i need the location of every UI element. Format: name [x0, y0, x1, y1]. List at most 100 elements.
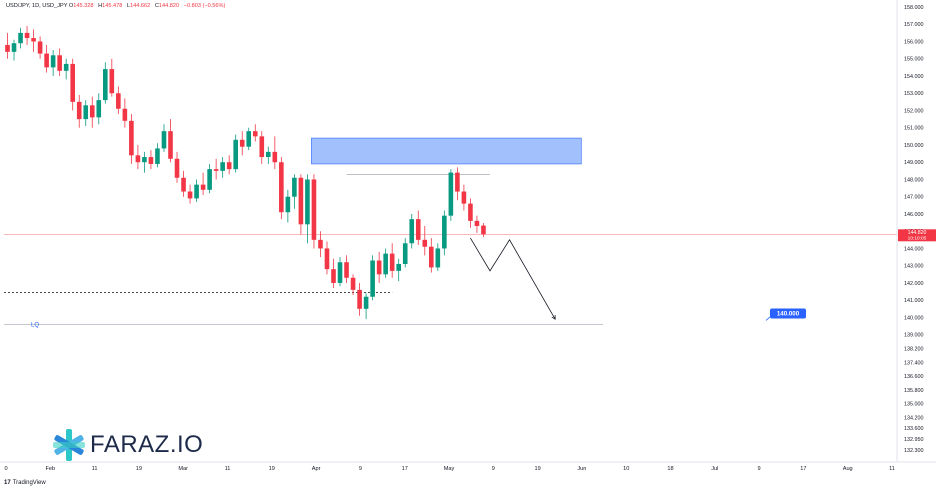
candle-body — [246, 131, 252, 147]
candle-body — [11, 43, 17, 52]
y-tick-label: 148.000 — [904, 177, 924, 183]
y-tick-label: 144.000 — [904, 246, 924, 252]
candle-body — [233, 139, 238, 170]
candle-body — [148, 157, 154, 164]
target-badge-label: 140.000 — [777, 310, 800, 317]
candle-body — [200, 184, 206, 190]
candle-body — [305, 179, 310, 225]
candle-body — [168, 131, 173, 159]
brand-watermark: FARAZ.IO — [52, 428, 203, 462]
y-tick-label: 140.000 — [904, 315, 924, 321]
x-tick-label: 9 — [758, 466, 761, 472]
candle-body — [103, 69, 108, 101]
candle-body — [279, 162, 284, 213]
candle-body — [292, 177, 297, 197]
high-label: H — [98, 3, 103, 9]
candle-body — [272, 151, 278, 163]
x-tick-label: 11 — [889, 466, 895, 472]
candle-body — [266, 151, 271, 158]
candle-body — [142, 157, 147, 163]
x-tick-label: Aug — [843, 466, 853, 472]
candle-body — [135, 155, 141, 163]
candle-body — [226, 162, 232, 170]
candle-body — [474, 220, 480, 227]
axis-layer: 158.000 157.000 156.000 155.000 154.000 153.0… — [0, 0, 936, 472]
y-tick-label: 153.000 — [904, 91, 924, 97]
candle-body — [415, 219, 421, 240]
y-tick-label: 132.950 — [904, 437, 924, 443]
candle-body — [298, 177, 304, 225]
candle-body — [285, 196, 291, 213]
candle-body — [311, 179, 317, 240]
candle-body — [324, 248, 330, 270]
candle-body — [83, 105, 89, 120]
x-tick-label: Jun — [577, 466, 586, 472]
y-tick-label: 146.000 — [904, 212, 924, 218]
x-tick-label: 11 — [92, 466, 98, 472]
y-tick-label: 134.200 — [904, 415, 924, 421]
candle-body — [161, 131, 167, 149]
last-price-axis-value: 144.820 — [908, 230, 927, 236]
projected-path — [470, 237, 556, 320]
candle-body — [259, 136, 265, 158]
candle-body — [239, 139, 245, 147]
candle-body — [181, 177, 186, 192]
y-tick-label: 156.000 — [904, 39, 924, 45]
candle-body — [116, 93, 121, 109]
candle-body — [318, 239, 323, 249]
resistance-zone — [311, 137, 582, 165]
candle-body — [422, 239, 428, 247]
x-tick-label: 9 — [359, 466, 362, 472]
candle-body — [337, 262, 343, 283]
candle-body — [155, 148, 160, 164]
candle-body — [129, 120, 134, 156]
y-tick-label: 149.000 — [904, 160, 924, 166]
tradingview-logo[interactable]: 17 TradingView — [4, 480, 46, 486]
y-tick-label: 139.000 — [904, 333, 924, 339]
candle-body — [18, 32, 23, 44]
candle-body — [455, 172, 460, 192]
candle-body — [213, 169, 219, 171]
x-tick-label: 11 — [225, 466, 231, 472]
candle-body — [37, 41, 43, 54]
candle-body — [122, 108, 128, 121]
candle-body — [187, 191, 193, 199]
candle-body — [344, 262, 349, 278]
x-tick-label: Jul — [711, 466, 718, 472]
candle-body — [402, 243, 408, 264]
candle-body — [350, 277, 356, 290]
candle-body — [442, 215, 447, 249]
candle-body — [435, 248, 441, 268]
candle-body — [220, 162, 225, 171]
close-value: 144.820 — [158, 3, 180, 9]
candle-body — [109, 69, 115, 94]
candle-body — [76, 101, 82, 120]
x-tick-label: 0 — [4, 466, 7, 472]
candle-body — [194, 184, 199, 199]
candle-layer — [5, 25, 486, 320]
y-tick-label: 138.200 — [904, 346, 924, 352]
candle-body — [44, 53, 49, 68]
y-tick-label: 157.000 — [904, 22, 924, 28]
x-tick-label: Mar — [178, 466, 188, 472]
y-tick-label: 133.600 — [904, 426, 924, 432]
countdown-label: 10:10:05 — [908, 236, 927, 242]
last-price-axis-badge — [898, 229, 936, 242]
candle-body — [50, 55, 56, 68]
candle-body — [409, 219, 415, 244]
y-tick-label: 147.000 — [904, 195, 924, 201]
x-tick-label: 19 — [534, 466, 540, 472]
candle-body — [468, 203, 473, 221]
symbol-label[interactable]: USD/JPY, 1D, USD_JPY — [6, 3, 68, 9]
y-tick-label: 137.400 — [904, 360, 924, 366]
x-tick-label: 19 — [136, 466, 142, 472]
candle-body — [24, 32, 30, 39]
low-label: L — [126, 3, 131, 9]
candle-body — [31, 38, 36, 42]
y-tick-label: 155.000 — [904, 57, 924, 63]
x-tick-label: 19 — [269, 466, 275, 472]
change-value: −0.803 (−0.56%) — [183, 3, 226, 9]
y-tick-label: 154.000 — [904, 74, 924, 80]
tradingview-mark-icon: 17 — [4, 480, 11, 486]
